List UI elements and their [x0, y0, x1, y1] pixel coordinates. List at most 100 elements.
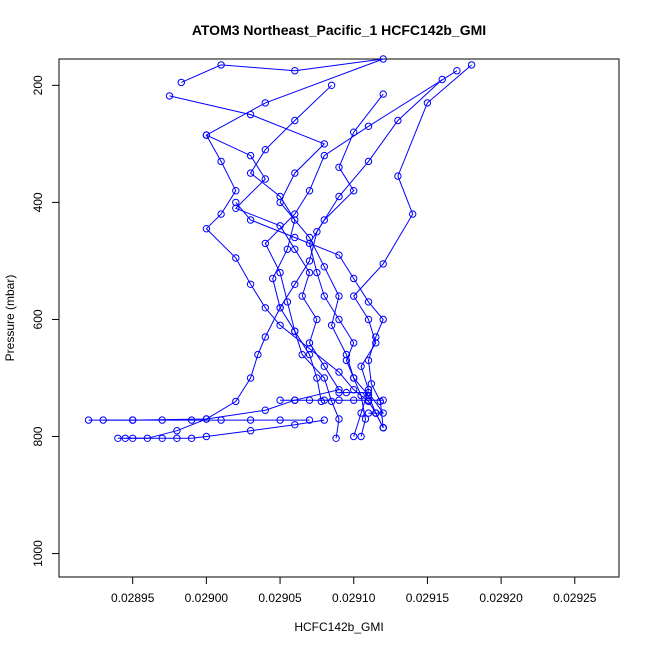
y-axis-label: Pressure (mbar): [3, 275, 17, 362]
data-point: [342, 388, 351, 397]
data-point: [291, 245, 299, 253]
profile-series: [165, 92, 387, 432]
data-point: [129, 416, 137, 424]
data-point: [177, 78, 186, 87]
data-point: [364, 122, 373, 131]
data-point: [313, 228, 321, 236]
data-point: [291, 421, 299, 429]
data-point: [467, 61, 476, 69]
data-point: [305, 416, 314, 424]
data-point: [372, 339, 380, 347]
data-point: [202, 131, 211, 139]
y-tick-label: 600: [31, 309, 45, 329]
data-point: [320, 151, 328, 160]
data-point: [298, 350, 306, 359]
x-axis-label: HCFC142b_GMI: [294, 620, 383, 634]
data-point: [261, 406, 269, 414]
chart-title: ATOM3 Northeast_Pacific_1 HCFC142b_GMI: [192, 22, 486, 38]
data-point: [158, 416, 166, 424]
data-point: [364, 298, 373, 306]
data-point: [453, 67, 461, 75]
data-point: [335, 192, 343, 201]
data-point: [246, 169, 255, 177]
x-axis: 0.02895 0.02900 0.02905 0.02910 0.02915 0.029…: [111, 577, 597, 605]
data-point: [202, 432, 211, 441]
data-point: [305, 268, 314, 277]
data-point: [394, 172, 402, 180]
data-point: [291, 116, 299, 125]
data-point: [320, 140, 328, 148]
data-point: [246, 216, 255, 224]
data-point: [320, 374, 328, 382]
profile-series: [121, 75, 446, 442]
data-point: [335, 163, 343, 172]
data-point: [173, 427, 181, 435]
data-point: [276, 304, 284, 312]
data-point: [291, 280, 299, 288]
data-point: [423, 99, 432, 107]
data-point: [261, 333, 269, 341]
profile-line: [125, 79, 443, 439]
data-point: [350, 374, 358, 382]
data-point: [364, 315, 373, 324]
x-tick-label: 0.02925: [553, 591, 597, 605]
data-point: [394, 116, 402, 125]
profile-series: [232, 198, 387, 432]
data-point: [376, 397, 384, 406]
x-tick-label: 0.02920: [479, 591, 523, 605]
data-point: [246, 110, 255, 119]
profile-series: [246, 81, 336, 406]
data-point: [246, 416, 255, 424]
data-point: [187, 434, 196, 442]
data-point: [313, 315, 321, 324]
profile-line: [88, 58, 384, 421]
data-point: [320, 216, 328, 224]
series-layer: [84, 55, 476, 442]
y-axis: 200 400 600 800 1000: [31, 75, 59, 567]
x-tick-label: 0.02910: [332, 591, 376, 605]
data-point: [335, 251, 343, 259]
data-point: [364, 356, 373, 365]
data-point: [350, 274, 358, 283]
data-point: [379, 55, 387, 63]
data-point: [364, 157, 373, 166]
profile-line: [249, 84, 332, 402]
plot-area-frame: [58, 58, 620, 578]
data-point: [305, 350, 314, 359]
data-point: [364, 388, 373, 397]
data-point: [246, 280, 255, 288]
data-point: [335, 292, 343, 300]
data-point: [158, 434, 166, 442]
data-point: [379, 315, 387, 324]
data-point: [84, 416, 93, 424]
data-point: [372, 409, 380, 417]
data-point: [232, 397, 240, 406]
data-point: [320, 263, 328, 271]
x-tick-label: 0.02915: [406, 591, 450, 605]
profile-series: [335, 388, 387, 417]
data-point: [261, 146, 269, 154]
data-point: [342, 356, 351, 365]
data-point: [114, 434, 122, 442]
x-tick-label: 0.02900: [185, 591, 229, 605]
data-point: [335, 388, 343, 397]
data-point: [232, 254, 240, 262]
data-point: [379, 90, 387, 98]
data-point: [379, 424, 387, 432]
profile-series: [114, 416, 328, 442]
data-point: [350, 187, 358, 195]
data-point: [276, 192, 284, 201]
data-point: [367, 380, 376, 388]
data-point: [261, 239, 269, 248]
data-point: [350, 292, 358, 300]
data-point: [320, 416, 328, 424]
data-point: [305, 339, 314, 347]
data-point: [350, 128, 358, 136]
profile-line: [235, 202, 384, 428]
x-tick-label: 0.02895: [111, 591, 155, 605]
data-point: [217, 61, 225, 69]
data-point: [291, 327, 299, 335]
data-point: [276, 321, 284, 329]
data-point: [350, 396, 358, 404]
data-point: [217, 210, 225, 218]
